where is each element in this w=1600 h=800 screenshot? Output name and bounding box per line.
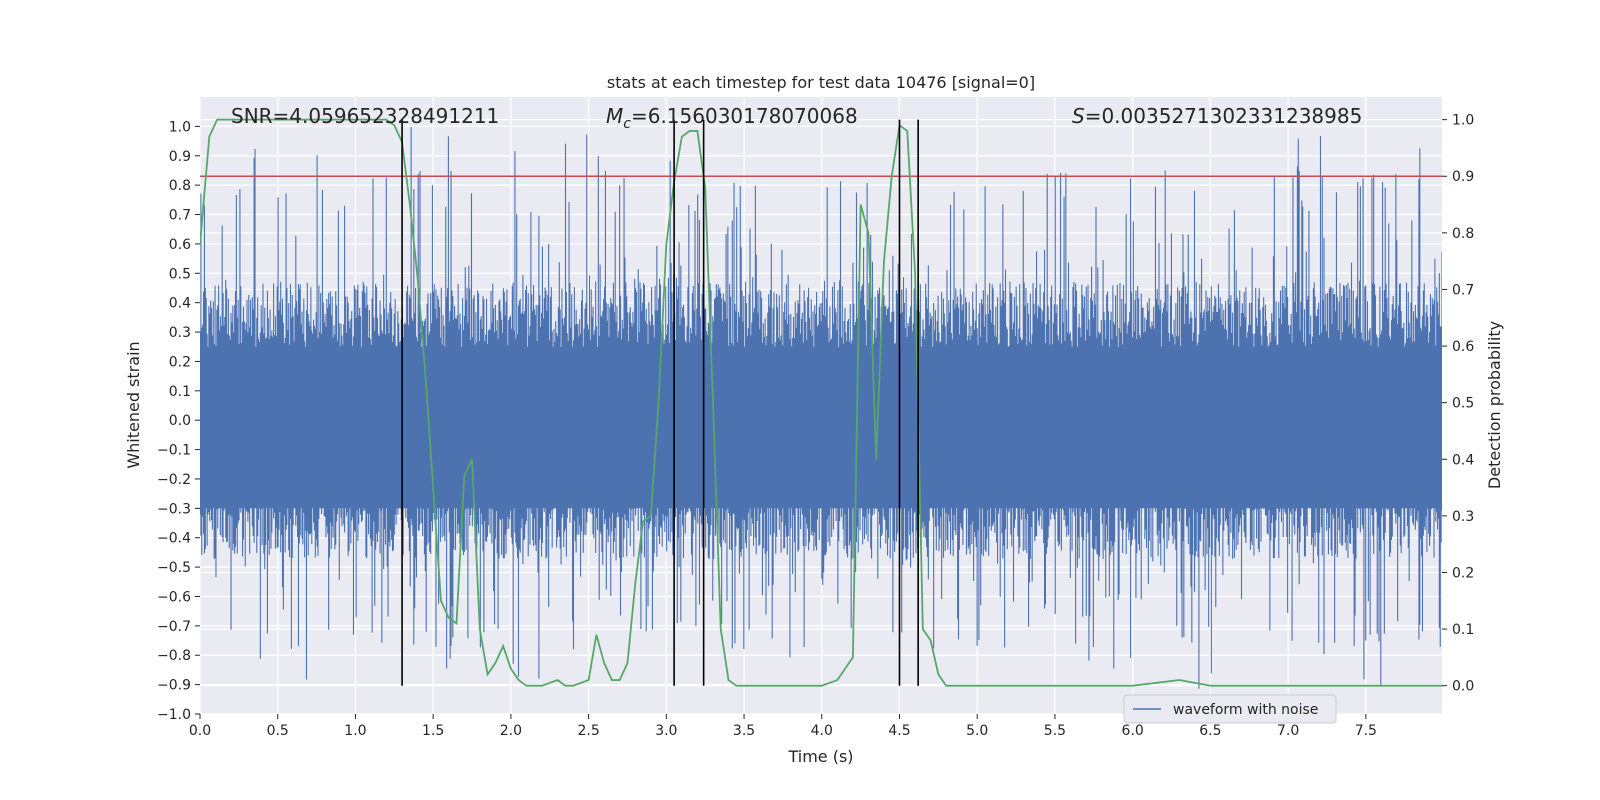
left-tick-label: −0.2 — [157, 472, 191, 488]
s-symbol: S — [1072, 104, 1085, 128]
left-tick-label: 0.3 — [169, 325, 191, 341]
right-tick-label: 0.2 — [1452, 565, 1474, 581]
left-tick-label: 1.0 — [169, 119, 191, 135]
x-tick-label: 1.5 — [422, 723, 444, 739]
left-tick-label: −0.4 — [157, 531, 191, 547]
chirp-mass-value: =6.156030178070068 — [631, 104, 858, 128]
x-axis-label: Time (s) — [787, 747, 853, 766]
waveform-dense-band — [200, 346, 1442, 509]
right-tick-label: 0.9 — [1452, 169, 1474, 185]
left-tick-label: 0.1 — [169, 384, 191, 400]
x-tick-label: 3.5 — [733, 723, 755, 739]
x-tick-label: 5.5 — [1044, 723, 1066, 739]
right-tick-label: 0.5 — [1452, 396, 1474, 412]
x-tick-label: 4.5 — [888, 723, 910, 739]
right-tick-label: 0.6 — [1452, 339, 1474, 355]
legend-box — [1123, 694, 1337, 724]
legend: waveform with noise — [1123, 694, 1337, 724]
legend-label: waveform with noise — [1173, 702, 1318, 718]
left-tick-label: 0.4 — [169, 296, 191, 312]
x-tick-label: 3.0 — [655, 723, 677, 739]
x-tick-label: 5.0 — [966, 723, 988, 739]
waveform-with-noise-series — [200, 126, 1442, 689]
right-tick-label: 0.4 — [1452, 452, 1474, 468]
left-tick-label: 0.2 — [169, 354, 191, 370]
left-tick-label: 0.7 — [169, 208, 191, 224]
x-axis-ticks: 0.0 0.5 1.0 1.5 2.0 2.5 3.0 3.5 4.0 4.5 5.0 5.5 6.0 6… — [189, 714, 1377, 739]
left-tick-label: −0.5 — [157, 560, 191, 576]
left-tick-label: −0.9 — [157, 678, 191, 694]
x-tick-label: 2.5 — [577, 723, 599, 739]
left-tick-label: −0.1 — [157, 443, 191, 459]
x-tick-label: 1.0 — [344, 723, 366, 739]
left-axis-ticks: −1.0 −0.9 −0.8 −0.7 −0.6 −0.5 −0.4 −0.3 −0.2 −0.1… — [157, 119, 200, 723]
x-tick-label: 6.5 — [1199, 723, 1221, 739]
right-tick-label: 0.8 — [1452, 226, 1474, 242]
right-tick-label: 1.0 — [1452, 113, 1474, 129]
left-tick-label: 0.8 — [169, 178, 191, 194]
s-value: =0.0035271302331238985 — [1085, 104, 1363, 128]
detection-probability-series — [200, 118, 1442, 687]
x-tick-label: 2.0 — [500, 723, 522, 739]
right-axis-ticks: 0.0 0.1 0.2 0.3 0.4 0.5 0.6 0.7 0.8 0.9 1.0 — [1442, 113, 1474, 695]
detection-probability-line — [200, 118, 1442, 687]
right-tick-label: 0.0 — [1452, 679, 1474, 695]
left-tick-label: −1.0 — [157, 707, 191, 723]
right-tick-label: 0.3 — [1452, 509, 1474, 525]
x-tick-label: 7.5 — [1355, 723, 1377, 739]
right-tick-label: 0.1 — [1452, 622, 1474, 638]
chirp-mass-annotation: Mc=6.156030178070068 — [606, 104, 858, 132]
right-axis-label: Detection probability — [1485, 321, 1504, 489]
left-axis-label: Whitened strain — [124, 341, 143, 468]
chart-title: stats at each timestep for test data 104… — [607, 73, 1035, 92]
x-tick-label: 4.0 — [811, 723, 833, 739]
right-tick-label: 0.7 — [1452, 282, 1474, 298]
chirp-mass-symbol: M — [606, 104, 623, 128]
event-boundaries — [401, 119, 919, 686]
snr-annotation: SNR=4.059652328491211 — [231, 104, 499, 128]
left-tick-label: −0.3 — [157, 501, 191, 517]
x-tick-label: 0.5 — [267, 723, 289, 739]
left-tick-label: 0.5 — [169, 266, 191, 282]
left-tick-label: −0.8 — [157, 648, 191, 664]
left-tick-label: 0.0 — [169, 413, 191, 429]
left-tick-label: 0.6 — [169, 237, 191, 253]
x-tick-label: 0.0 — [189, 723, 211, 739]
left-tick-label: −0.7 — [157, 619, 191, 635]
s-annotation: S=0.0035271302331238985 — [1072, 104, 1362, 128]
left-tick-label: −0.6 — [157, 589, 191, 605]
x-tick-label: 7.0 — [1277, 723, 1299, 739]
chirp-mass-subscript: c — [623, 116, 631, 132]
x-tick-label: 6.0 — [1122, 723, 1144, 739]
left-tick-label: 0.9 — [169, 149, 191, 165]
